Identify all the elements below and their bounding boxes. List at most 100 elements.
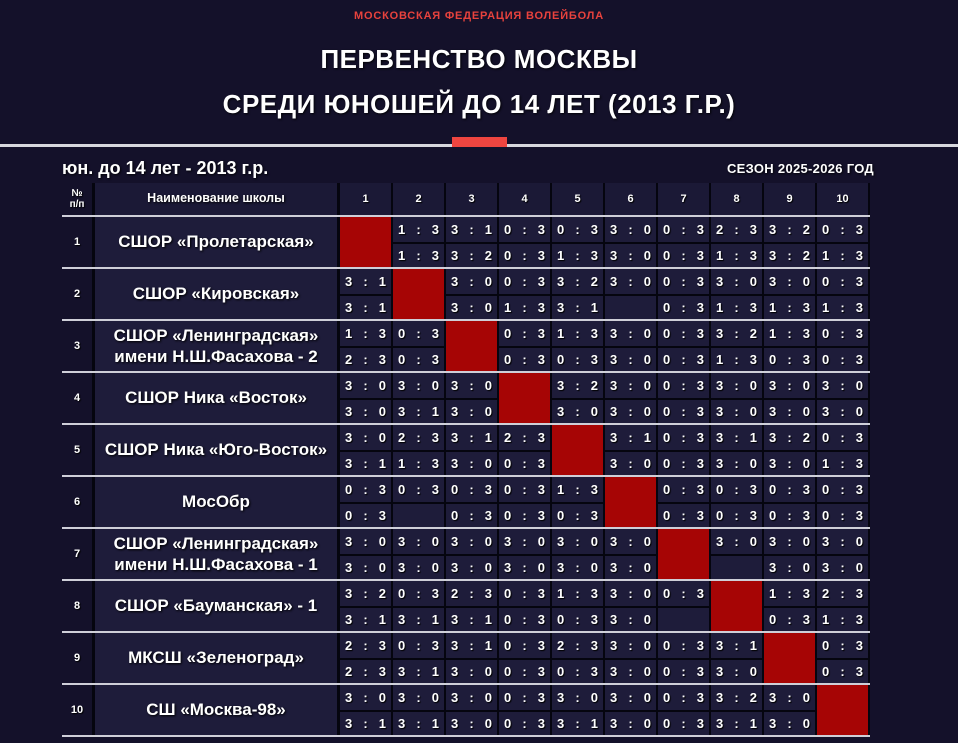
home-sets: 3: [769, 378, 777, 393]
game-score: 0:3: [658, 633, 709, 658]
home-sets: 3: [610, 404, 618, 419]
home-sets: 0: [822, 222, 830, 237]
score-colon: :: [522, 690, 527, 705]
home-sets: 3: [610, 222, 618, 237]
home-sets: 1: [716, 248, 724, 263]
score-colon: :: [522, 300, 527, 315]
game-score: 0:3: [658, 346, 709, 371]
score-colon: :: [734, 326, 739, 341]
away-sets: 3: [537, 586, 545, 601]
away-sets: 3: [431, 482, 439, 497]
away-sets: 1: [749, 716, 757, 731]
score-cell: 0:3: [658, 581, 711, 631]
score-colon: :: [628, 586, 633, 601]
game-score: 3:2: [764, 242, 815, 267]
away-sets: 3: [378, 352, 386, 367]
score-colon: :: [628, 378, 633, 393]
score-colon: :: [628, 560, 633, 575]
away-sets: 2: [749, 326, 757, 341]
home-sets: 0: [769, 612, 777, 627]
score-colon: :: [469, 586, 474, 601]
round-column-header: 2: [393, 183, 446, 215]
game-score: 3:1: [393, 398, 444, 423]
home-sets: 3: [769, 690, 777, 705]
score-colon: :: [787, 352, 792, 367]
game-score: 3:0: [764, 710, 815, 735]
home-sets: 0: [663, 456, 671, 471]
game-score: 3:0: [605, 554, 656, 579]
score-colon: :: [840, 222, 845, 237]
away-sets: 0: [643, 352, 651, 367]
away-sets: 1: [431, 404, 439, 419]
away-sets: 3: [802, 300, 810, 315]
home-sets: 3: [769, 248, 777, 263]
diagonal-block: [552, 425, 603, 475]
home-sets: 3: [451, 638, 459, 653]
game-score: 3:0: [446, 710, 497, 735]
score-colon: :: [416, 482, 421, 497]
game-score: 3:1: [552, 294, 603, 319]
score-colon: :: [522, 352, 527, 367]
game-score: 0:3: [658, 450, 709, 475]
away-sets: 0: [537, 534, 545, 549]
score-colon: :: [363, 430, 368, 445]
game-score: 3:0: [393, 373, 444, 398]
away-sets: 3: [378, 326, 386, 341]
row-number-cell: 10: [62, 685, 95, 735]
score-cell: 0:3: [393, 477, 446, 527]
home-sets: 0: [822, 638, 830, 653]
away-sets: 1: [484, 612, 492, 627]
away-sets: 3: [378, 482, 386, 497]
score-colon: :: [840, 508, 845, 523]
away-sets: 3: [855, 664, 863, 679]
score-colon: :: [363, 716, 368, 731]
away-sets: 0: [643, 534, 651, 549]
away-sets: 1: [484, 638, 492, 653]
score-colon: :: [522, 274, 527, 289]
away-sets: 3: [749, 248, 757, 263]
diagonal-block: [605, 477, 656, 527]
score-colon: :: [681, 690, 686, 705]
home-sets: 0: [504, 456, 512, 471]
away-sets: 3: [431, 222, 439, 237]
score-colon: :: [363, 612, 368, 627]
away-sets: 0: [749, 378, 757, 393]
game-score: 0:3: [499, 269, 550, 294]
home-sets: 3: [610, 274, 618, 289]
score-colon: :: [787, 222, 792, 237]
game-score: 3:0: [605, 710, 656, 735]
game-score: 3:0: [499, 554, 550, 579]
score-colon: :: [628, 534, 633, 549]
home-sets: 2: [345, 664, 353, 679]
game-score: 0:3: [393, 633, 444, 658]
away-sets: 0: [802, 716, 810, 731]
score-colon: :: [363, 300, 368, 315]
home-sets: 3: [557, 300, 565, 315]
game-score: 1:3: [340, 321, 391, 346]
away-sets: 0: [802, 690, 810, 705]
home-sets: 0: [822, 482, 830, 497]
home-sets: 0: [769, 352, 777, 367]
home-sets: 0: [504, 352, 512, 367]
away-sets: 0: [643, 274, 651, 289]
score-colon: :: [787, 560, 792, 575]
game-score: 3:0: [711, 658, 762, 683]
game-score: 3:0: [605, 450, 656, 475]
season-label: СЕЗОН 2025-2026 ГОД: [726, 161, 874, 176]
game-score: 0:3: [658, 658, 709, 683]
away-sets: 1: [378, 716, 386, 731]
home-sets: 1: [769, 326, 777, 341]
score-colon: :: [522, 430, 527, 445]
diagonal-cell: [552, 425, 605, 475]
away-sets: 3: [537, 482, 545, 497]
home-sets: 3: [398, 716, 406, 731]
diagonal-block: [499, 373, 550, 423]
